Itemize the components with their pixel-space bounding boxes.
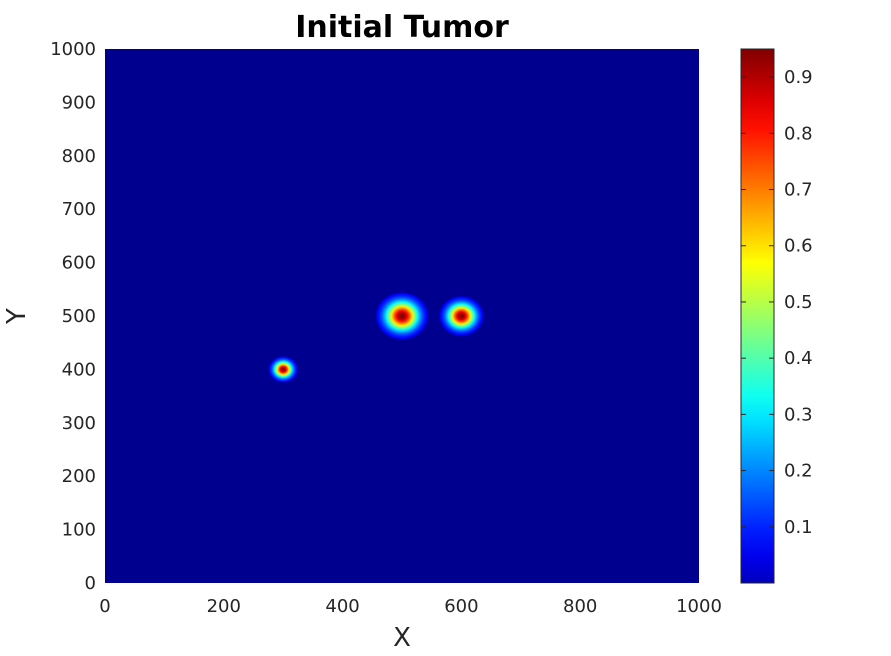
x-tick-label: 600 xyxy=(444,596,478,617)
x-tick-label: 400 xyxy=(325,596,359,617)
y-tick-label: 800 xyxy=(62,146,96,167)
colorbar-tick-label: 0.5 xyxy=(784,292,813,313)
x-tick-label: 0 xyxy=(99,596,110,617)
y-tick-label: 500 xyxy=(62,306,96,327)
y-tick-label: 200 xyxy=(62,466,96,487)
y-axis-label: Y xyxy=(2,308,32,325)
y-tick-label: 400 xyxy=(62,359,96,380)
chart-title: Initial Tumor xyxy=(295,10,509,45)
colorbar-tick-label: 0.9 xyxy=(784,67,813,88)
y-tick-label: 900 xyxy=(62,92,96,113)
colorbar-ticks: 0.1 0.2 0.3 0.4 0.5 0.6 0.7 0.8 0.9 xyxy=(741,67,813,538)
colorbar-tick-label: 0.8 xyxy=(784,123,813,144)
y-tick-label: 100 xyxy=(62,520,96,541)
x-axis-ticks: 0 200 400 600 800 1000 xyxy=(99,596,722,617)
y-axis-ticks: 0 100 200 300 400 500 600 700 800 900 1000 xyxy=(50,39,96,594)
x-axis-label: X xyxy=(393,623,411,653)
tumor-blob xyxy=(268,356,299,383)
colorbar-tick-label: 0.6 xyxy=(784,236,813,257)
plot-area xyxy=(105,49,699,583)
colorbar-tick-label: 0.2 xyxy=(784,461,813,482)
y-tick-label: 0 xyxy=(85,573,96,594)
x-tick-label: 800 xyxy=(563,596,597,617)
y-tick-label: 700 xyxy=(62,199,96,220)
colorbar-tick-label: 0.4 xyxy=(784,348,813,369)
x-tick-label: 200 xyxy=(207,596,241,617)
colorbar-tick-label: 0.7 xyxy=(784,180,813,201)
x-tick-label: 1000 xyxy=(676,596,722,617)
tumor-blob xyxy=(375,291,429,341)
colorbar: 0.1 0.2 0.3 0.4 0.5 0.6 0.7 0.8 0.9 xyxy=(740,48,813,584)
colorbar-tick-label: 0.3 xyxy=(784,404,813,425)
tumor-blob xyxy=(438,295,484,337)
colorbar-gradient xyxy=(740,48,775,584)
y-tick-label: 1000 xyxy=(50,39,96,60)
y-tick-label: 300 xyxy=(62,413,96,434)
colorbar-tick-label: 0.1 xyxy=(784,517,813,538)
y-tick-label: 600 xyxy=(62,253,96,274)
heatmap-blobs xyxy=(268,291,484,383)
